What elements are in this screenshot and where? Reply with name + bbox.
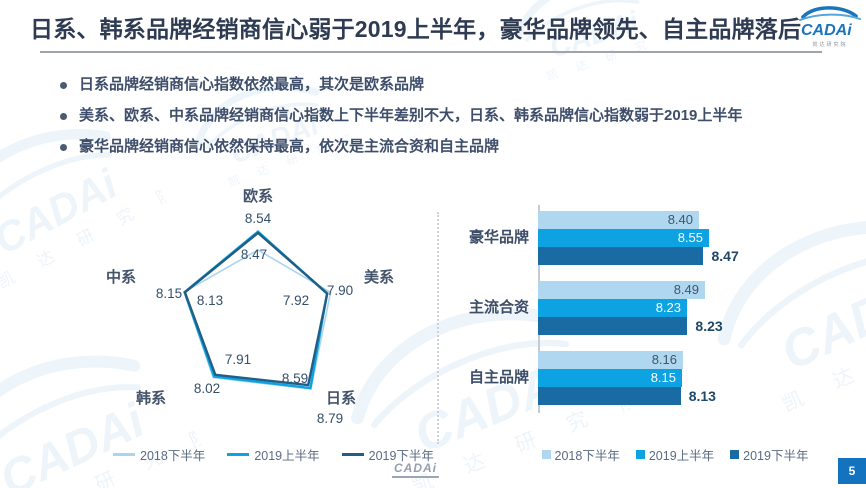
logo-text: CADAi bbox=[801, 22, 852, 38]
legend-item: 2019下半年 bbox=[730, 445, 808, 464]
bar-value-label: 8.23 bbox=[695, 318, 723, 334]
legend-item: 2018下半年 bbox=[113, 445, 205, 464]
footer-logo: CADAi bbox=[392, 461, 439, 478]
legend-swatch bbox=[341, 453, 364, 456]
legend-label: 2019上半年 bbox=[648, 449, 715, 463]
radar-series-2018下半年 bbox=[183, 249, 332, 390]
bar-2019上半年-豪华品牌: 8.55 bbox=[538, 229, 709, 247]
bar-value-label: 8.55 bbox=[677, 230, 703, 245]
legend-item: 2019下半年 bbox=[341, 445, 434, 464]
category-label: 自主品牌 bbox=[468, 369, 529, 386]
category-label: 主流合资 bbox=[468, 299, 529, 316]
bar-2019上半年-主流合资: 8.23 bbox=[538, 299, 687, 317]
bar-2019下半年-主流合资 bbox=[538, 317, 687, 335]
legend-swatch bbox=[635, 450, 645, 459]
chart-divider bbox=[437, 212, 439, 444]
cadai-logo: CADAi 凯达研究院 bbox=[796, 4, 864, 48]
radar-value-label: 7.92 bbox=[283, 293, 309, 308]
radar-axis-label: 韩系 bbox=[136, 389, 166, 407]
bullet-dot-icon bbox=[60, 113, 67, 120]
bullet-item: 日系品牌经销商信心指数依然最高，其次是欧系品牌 bbox=[60, 76, 820, 94]
legend-swatch bbox=[730, 450, 740, 459]
radar-axis-label: 中系 bbox=[106, 268, 136, 286]
bar-2018下半年-自主品牌: 8.16 bbox=[538, 351, 683, 369]
radar-chart: 欧系美系日系 韩系 中系 8.54 7.90 8.79 8.02 8.15 8.47 7.92 8.… bbox=[83, 183, 453, 478]
bullet-text: 豪华品牌经销商信心依然保持最高，依次是主流合资和自主品牌 bbox=[79, 138, 500, 155]
category-label: 豪华品牌 bbox=[468, 229, 529, 246]
legend-label: 2019下半年 bbox=[368, 449, 434, 463]
radar-value-label: 8.02 bbox=[194, 381, 220, 396]
title-underline bbox=[40, 51, 822, 53]
legend-label: 2019下半年 bbox=[743, 449, 809, 463]
radar-value-label: 8.13 bbox=[197, 293, 223, 308]
radar-value-label: 8.54 bbox=[245, 211, 272, 226]
radar-legend: 2018下半年 2019上半年 2019下半年 bbox=[113, 445, 434, 464]
bullet-text: 美系、欧系、中系品牌经销商信心指数上下半年差别不大，日系、韩系品牌信心指数弱于2… bbox=[79, 107, 743, 124]
logo-subtext: 凯达研究院 bbox=[812, 42, 848, 48]
bar-value-label: 8.40 bbox=[667, 212, 693, 227]
bullet-text: 日系品牌经销商信心指数依然最高，其次是欧系品牌 bbox=[79, 76, 425, 93]
radar-value-label: 8.15 bbox=[156, 286, 182, 301]
legend-item: 2018下半年 bbox=[541, 445, 620, 464]
bullet-item: 豪华品牌经销商信心依然保持最高，依次是主流合资和自主品牌 bbox=[60, 138, 820, 156]
radar-value-label: 7.90 bbox=[327, 283, 353, 298]
bar-2019下半年-自主品牌 bbox=[538, 387, 681, 405]
legend-item: 2019上半年 bbox=[227, 445, 320, 464]
legend-label: 2018下半年 bbox=[140, 449, 206, 463]
bar-value-label: 8.49 bbox=[673, 282, 699, 297]
bar-value-label: 8.13 bbox=[688, 388, 716, 404]
car-logo-icon: CADAi bbox=[799, 6, 861, 39]
radar-value-label: 8.59 bbox=[282, 371, 308, 386]
legend-item: 2019上半年 bbox=[635, 445, 715, 464]
bar-value-label: 8.15 bbox=[650, 370, 676, 385]
bullet-list: 日系品牌经销商信心指数依然最高，其次是欧系品牌 美系、欧系、中系品牌经销商信心指… bbox=[60, 76, 820, 169]
bar-2019上半年-自主品牌: 8.15 bbox=[538, 369, 682, 387]
bar-value-label: 8.47 bbox=[711, 248, 739, 264]
page-title: 日系、韩系品牌经销商信心弱于2019上半年，豪华品牌领先、自主品牌落后 bbox=[30, 16, 802, 42]
bar-chart: 豪华品牌 8.40 8.55 8.47 主流合资 8.49 8.23 8.23 自主品牌 8.16… bbox=[455, 195, 855, 480]
radar-axis-label: 日系 bbox=[326, 390, 356, 407]
bar-value-label: 8.16 bbox=[651, 352, 677, 367]
bar-2019下半年-豪华品牌 bbox=[538, 247, 703, 265]
bullet-dot-icon bbox=[60, 144, 67, 151]
page-number-badge: 5 bbox=[838, 458, 866, 484]
bar-legend: 2018下半年 2019上半年 2019下半年 bbox=[525, 445, 825, 464]
legend-swatch bbox=[541, 450, 551, 459]
radar-value-label: 8.79 bbox=[317, 411, 343, 426]
radar-value-label: 8.47 bbox=[241, 247, 267, 262]
radar-axis-label: 美系 bbox=[364, 268, 394, 286]
bar-value-label: 8.23 bbox=[655, 300, 681, 315]
legend-swatch bbox=[113, 453, 135, 456]
radar-series-2019下半年 bbox=[183, 231, 329, 387]
radar-axis-label: 欧系 bbox=[243, 187, 273, 205]
radar-value-label: 7.91 bbox=[225, 352, 251, 367]
legend-swatch bbox=[227, 453, 250, 456]
legend-label: 2018下半年 bbox=[554, 449, 620, 463]
bullet-item: 美系、欧系、中系品牌经销商信心指数上下半年差别不大，日系、韩系品牌信心指数弱于2… bbox=[60, 107, 820, 125]
legend-label: 2019上半年 bbox=[254, 449, 320, 463]
bar-2018下半年-豪华品牌: 8.40 bbox=[538, 211, 699, 229]
bullet-dot-icon bbox=[60, 82, 67, 89]
bar-2018下半年-主流合资: 8.49 bbox=[538, 281, 705, 299]
